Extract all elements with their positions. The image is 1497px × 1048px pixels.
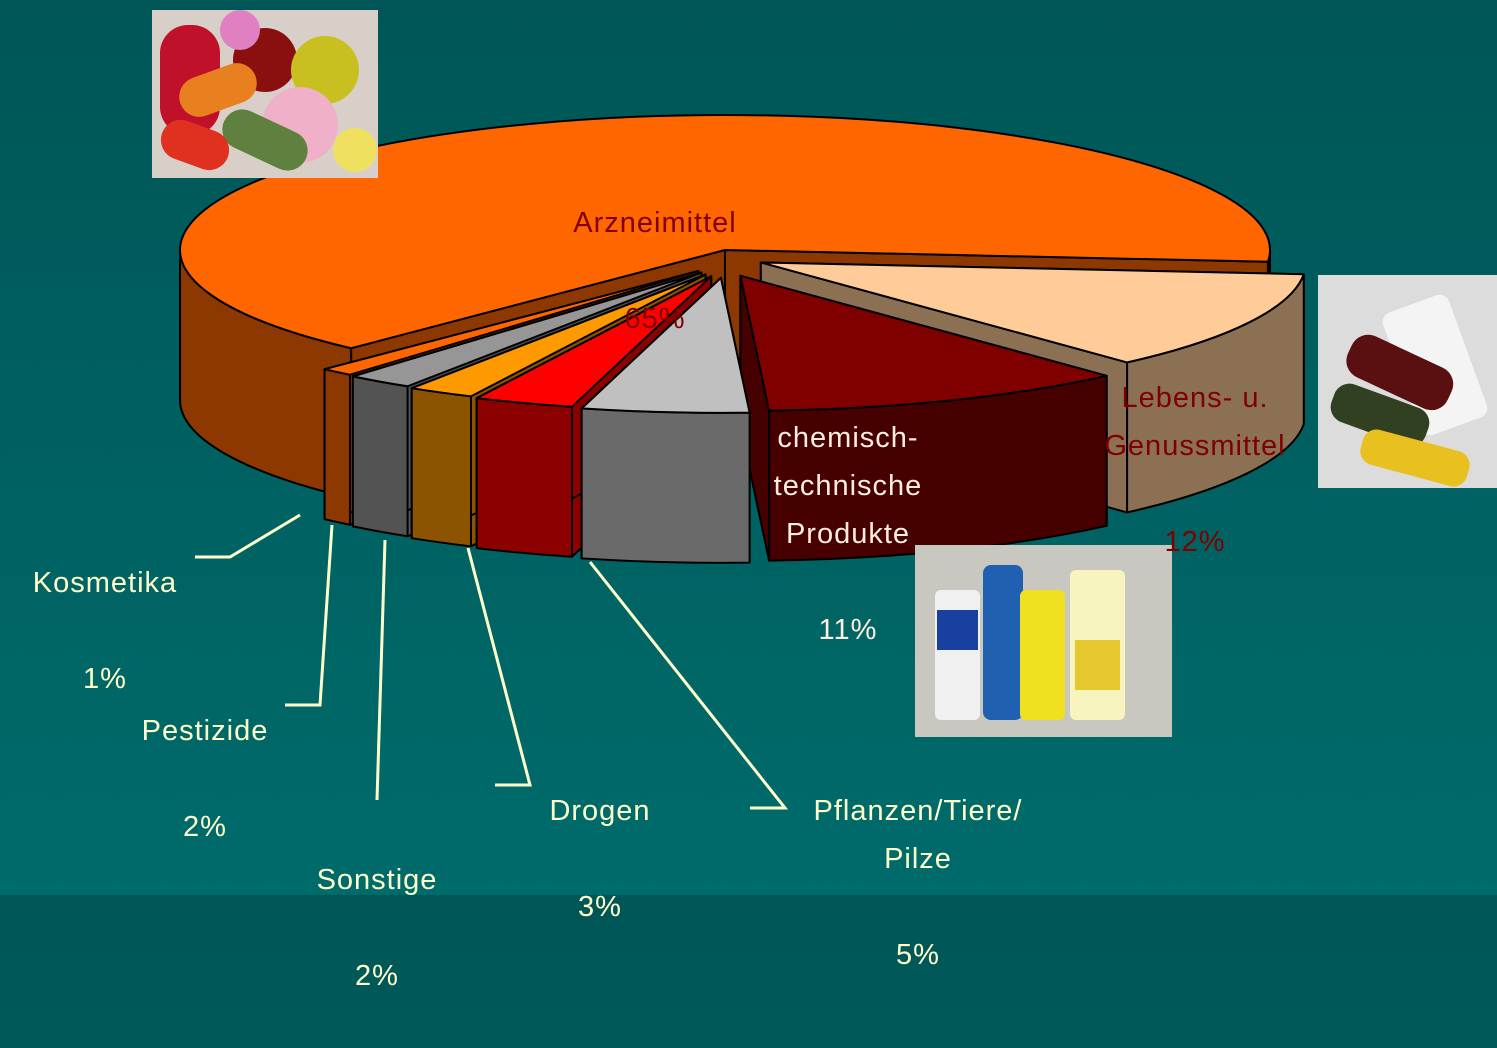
- slice-label: Pflanzen/Tiere/ Pilze 5%: [758, 739, 1078, 1027]
- pills-photo: [152, 10, 378, 178]
- slice-label: chemisch- technische Produkte 11%: [688, 366, 1008, 702]
- page: Arzneimittel 65% Lebens- u. Genussmittel…: [0, 0, 1497, 895]
- slice-side: [353, 376, 408, 536]
- value-label: 2%: [217, 952, 537, 1000]
- value-label: 65%: [495, 295, 815, 343]
- category-label: chemisch- technische Produkte: [688, 414, 1008, 558]
- slice-side: [477, 398, 572, 557]
- value-label: 11%: [688, 606, 1008, 654]
- value-label: 1%: [0, 655, 265, 703]
- slice-side: [325, 369, 350, 525]
- slice-label: Kosmetika 1%: [0, 511, 265, 751]
- category-label: Pflanzen/Tiere/ Pilze: [758, 787, 1078, 883]
- category-label: Lebens- u. Genussmittel: [1035, 374, 1355, 470]
- value-label: 5%: [758, 931, 1078, 979]
- slice-side: [412, 388, 471, 546]
- slice-label: Lebens- u. Genussmittel 12%: [1035, 326, 1355, 614]
- value-label: 12%: [1035, 518, 1355, 566]
- category-label: Arzneimittel: [495, 199, 815, 247]
- category-label: Kosmetika: [0, 559, 265, 607]
- value-label: 2%: [45, 803, 365, 851]
- slice-label: Arzneimittel 65%: [495, 151, 815, 391]
- leader-line: [377, 540, 385, 800]
